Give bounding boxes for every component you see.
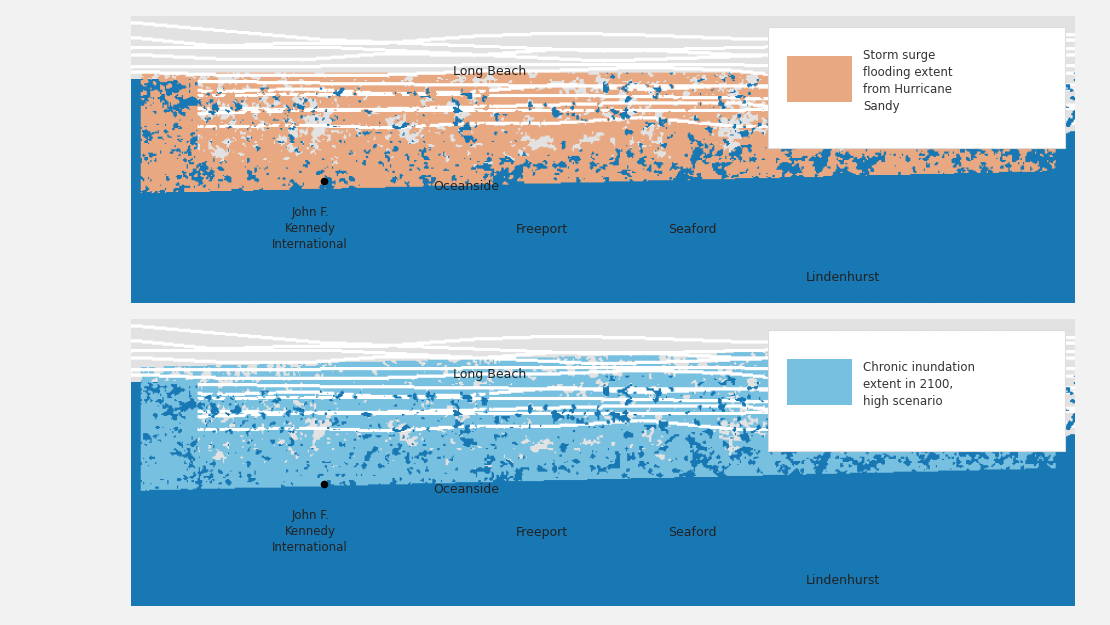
Text: Freeport: Freeport <box>515 526 567 539</box>
Text: Seaford: Seaford <box>668 223 717 236</box>
FancyBboxPatch shape <box>768 330 1064 451</box>
Text: Seaford: Seaford <box>668 526 717 539</box>
Text: Chronic inundation
extent in 2100,
high scenario: Chronic inundation extent in 2100, high … <box>862 361 975 408</box>
FancyBboxPatch shape <box>787 359 852 405</box>
Text: Freeport: Freeport <box>515 223 567 236</box>
Text: Lindenhurst: Lindenhurst <box>806 574 880 587</box>
Text: Oceanside: Oceanside <box>433 180 498 193</box>
Text: Long Beach: Long Beach <box>453 65 526 78</box>
FancyBboxPatch shape <box>768 27 1064 148</box>
Text: Lindenhurst: Lindenhurst <box>806 271 880 284</box>
Text: Storm surge
flooding extent
from Hurricane
Sandy: Storm surge flooding extent from Hurrica… <box>862 49 952 114</box>
Text: John F.
Kennedy
International: John F. Kennedy International <box>272 509 349 554</box>
Text: Oceanside: Oceanside <box>433 483 498 496</box>
Text: John F.
Kennedy
International: John F. Kennedy International <box>272 206 349 251</box>
Text: Long Beach: Long Beach <box>453 368 526 381</box>
FancyBboxPatch shape <box>787 56 852 102</box>
